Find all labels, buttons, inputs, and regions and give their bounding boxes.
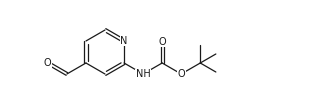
Text: O: O: [43, 58, 51, 69]
Text: N: N: [120, 36, 128, 46]
Text: O: O: [177, 69, 185, 79]
Text: NH: NH: [136, 69, 150, 79]
Text: O: O: [158, 37, 166, 47]
